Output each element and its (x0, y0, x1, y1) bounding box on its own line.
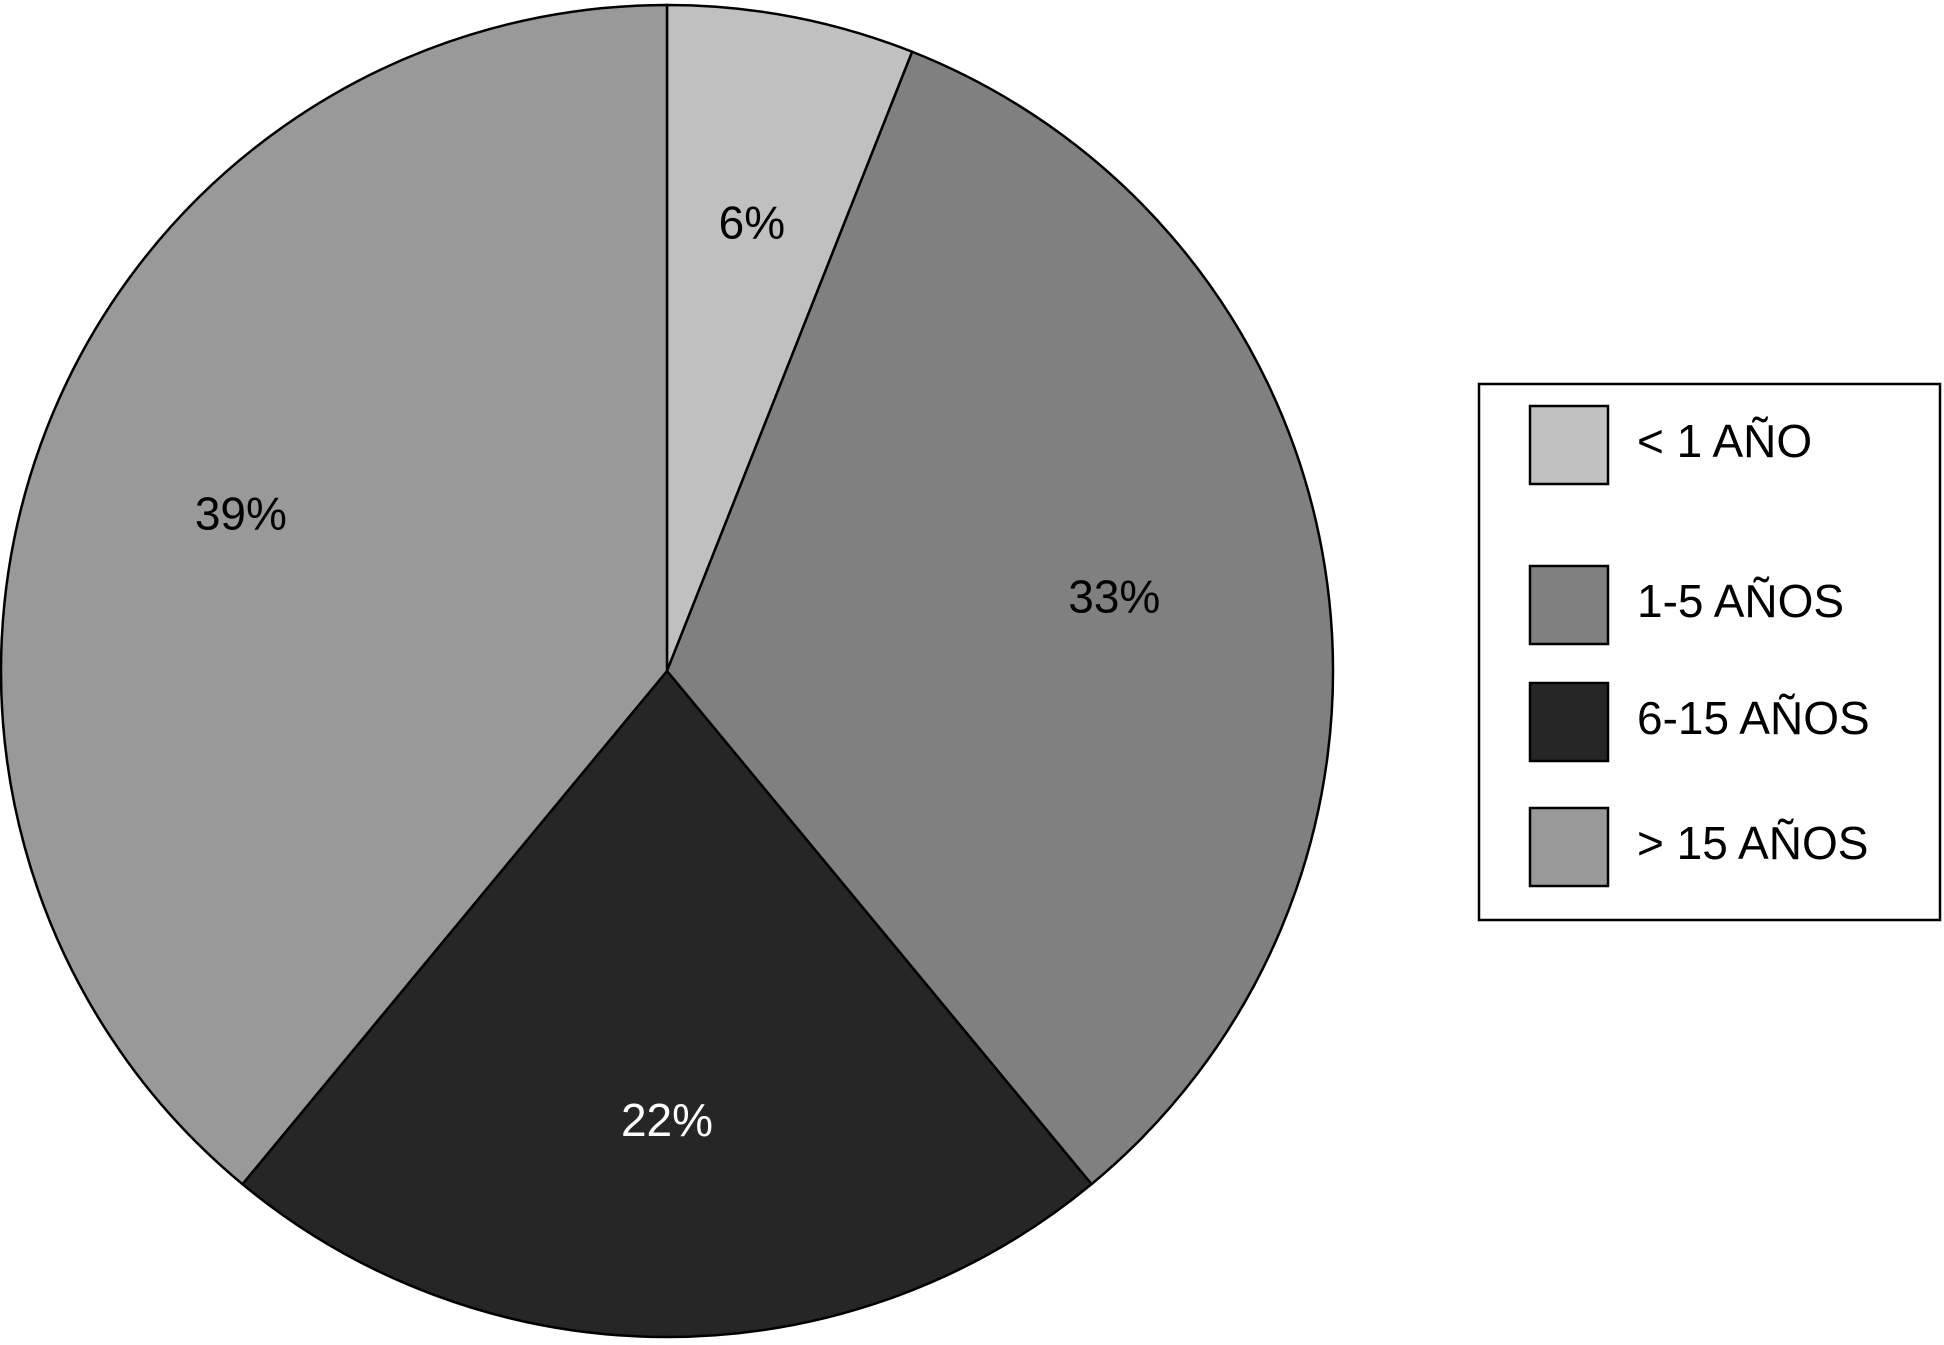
pie: 6% 33% 22% 39% (0, 3, 1335, 1339)
pie-slice (240, 669, 1094, 1339)
legend: < 1 AÑO 1-5 AÑOS 6-15 AÑOS > 15 AÑOS (1477, 382, 1942, 922)
legend-swatch (1528, 564, 1610, 646)
legend-swatch (1528, 404, 1610, 486)
data-label: 22% (621, 1094, 713, 1146)
pie-slice (665, 3, 914, 672)
legend-swatch (1528, 806, 1610, 888)
pie-slice (665, 50, 1335, 1186)
legend-swatch (1528, 681, 1610, 763)
legend-label: < 1 AÑO (1637, 415, 1812, 467)
legend-label: > 15 AÑOS (1637, 817, 1868, 869)
pie-slice (0, 3, 669, 1186)
data-label: 39% (195, 488, 287, 540)
legend-label: 6-15 AÑOS (1637, 692, 1870, 744)
data-label: 6% (719, 196, 785, 248)
data-label: 33% (1068, 570, 1160, 622)
legend-label: 1-5 AÑOS (1637, 575, 1844, 627)
